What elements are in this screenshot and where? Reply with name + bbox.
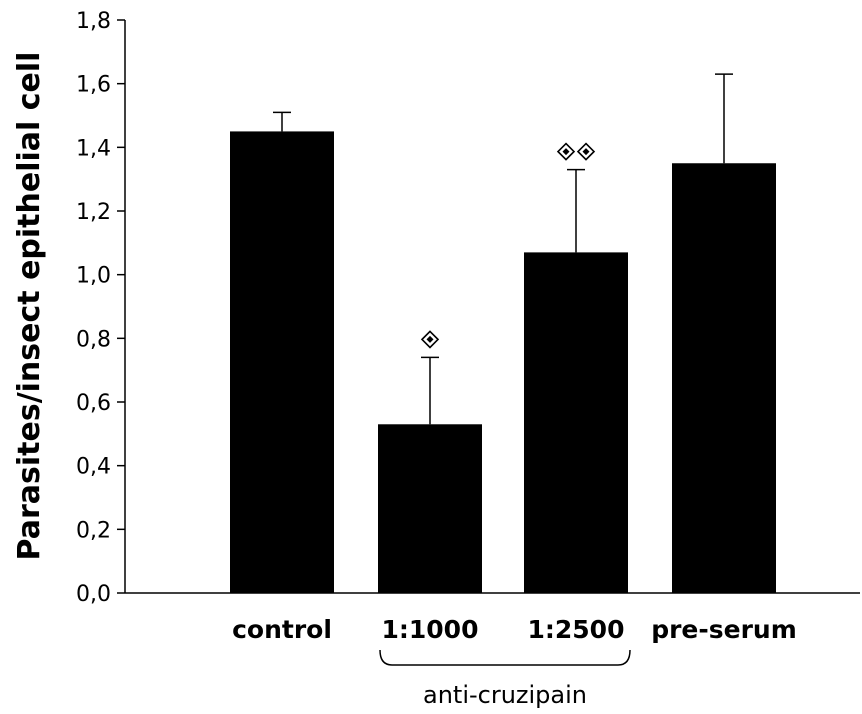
- y-tick-label: 0,8: [76, 327, 111, 352]
- x-tick-labels: control 1:1000 1:2500 pre-serum: [232, 615, 797, 644]
- y-tick-label: 1,4: [76, 136, 111, 161]
- group-bracket-label: anti-cruzipain: [423, 681, 587, 709]
- bar-1: [378, 424, 482, 593]
- y-tick-label: 1,2: [76, 200, 111, 225]
- significance-markers: [420, 142, 596, 349]
- x-tick-label-1: 1:1000: [382, 615, 479, 644]
- bars: [230, 131, 776, 593]
- diamond-dot-icon: [426, 335, 434, 343]
- significance-marker: [576, 142, 596, 161]
- diamond-dot-icon: [562, 148, 570, 156]
- y-tick-label: 1,0: [76, 264, 111, 289]
- group-bracket: anti-cruzipain: [379, 649, 631, 709]
- x-tick-label-2: 1:2500: [528, 615, 625, 644]
- bar-3: [672, 163, 776, 593]
- y-axis-label: Parasites/insect epithelial cell: [12, 52, 47, 561]
- y-ticks: 0,0 0,2 0,4 0,6 0,8 1,0 1,2 1,4 1,6 1,8: [76, 9, 125, 607]
- y-tick-label: 0,0: [76, 582, 111, 607]
- error-bars: [273, 73, 733, 425]
- bracket-line: [379, 649, 631, 666]
- bar-2: [524, 252, 628, 593]
- significance-marker: [556, 142, 576, 161]
- x-tick-label-0: control: [232, 615, 332, 644]
- diamond-dot-icon: [582, 148, 590, 156]
- x-tick-label-3: pre-serum: [651, 615, 797, 644]
- bar-0: [230, 131, 334, 593]
- significance-marker: [420, 330, 440, 349]
- y-tick-label: 0,6: [76, 391, 111, 416]
- y-tick-label: 1,8: [76, 9, 111, 34]
- y-tick-label: 0,4: [76, 455, 111, 480]
- y-tick-label: 1,6: [76, 73, 111, 98]
- y-tick-label: 0,2: [76, 518, 111, 543]
